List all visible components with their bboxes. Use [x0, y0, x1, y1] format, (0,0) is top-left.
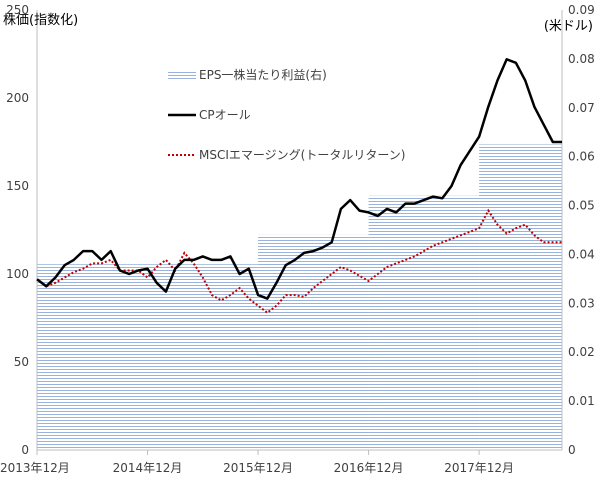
- eps-bar: [258, 234, 369, 450]
- left-tick-label: 100: [6, 267, 29, 281]
- legend-eps-label: EPS一株当たり利益(右): [199, 67, 327, 82]
- eps-bar: [479, 144, 562, 450]
- right-tick-label: 0: [568, 443, 576, 457]
- tick-labels: 0 50 100 150 200 250 0 0.01 0.02 0.03 0.04 0.05 0.06…: [0, 3, 595, 475]
- eps-bar: [368, 195, 480, 450]
- right-axis-title: (米ドル): [544, 19, 593, 34]
- right-tick-label: 0.03: [568, 296, 595, 310]
- left-tick-label: 250: [6, 3, 29, 17]
- right-tick-label: 0.01: [568, 394, 595, 408]
- cp-all-line: [36, 58, 562, 300]
- x-tick-label: 2016年12月: [334, 461, 404, 475]
- left-tick-label: 50: [14, 355, 29, 369]
- eps-bar: [37, 264, 259, 450]
- x-tick-label: 2017年12月: [444, 461, 514, 475]
- right-tick-label: 0.04: [568, 247, 595, 261]
- eps-bars: [37, 144, 562, 450]
- axes: [36, 10, 563, 455]
- series-lines: [36, 58, 562, 314]
- right-tick-label: 0.09: [568, 3, 595, 17]
- x-tick-label: 2014年12月: [113, 461, 183, 475]
- right-tick-label: 0.07: [568, 101, 595, 115]
- left-tick-label: 200: [6, 91, 29, 105]
- legend-cp-label: CPオール: [199, 108, 251, 122]
- right-tick-label: 0.06: [568, 150, 595, 164]
- left-tick-label: 0: [21, 443, 29, 457]
- msci-line: [36, 208, 562, 314]
- right-tick-label: 0.05: [568, 199, 595, 213]
- legend-eps-swatch: [168, 70, 196, 80]
- left-tick-label: 150: [6, 179, 29, 193]
- right-tick-label: 0.02: [568, 345, 595, 359]
- legend: EPS一株当たり利益(右) CPオール MSCIエマージング(トータルリターン): [168, 67, 405, 162]
- left-axis-title: 株価(指数化): [3, 13, 78, 28]
- x-tick-label: 2013年12月: [0, 461, 70, 475]
- x-tick-label: 2015年12月: [223, 461, 293, 475]
- right-tick-label: 0.08: [568, 52, 595, 66]
- legend-msci-label: MSCIエマージング(トータルリターン): [199, 148, 405, 162]
